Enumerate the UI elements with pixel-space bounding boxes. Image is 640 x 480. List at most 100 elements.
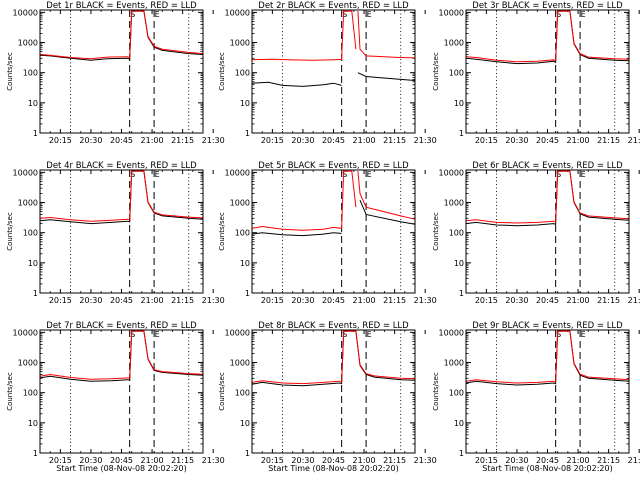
x-tick-label: 21:00 (353, 136, 376, 145)
x-tick-label: 20:30 (291, 456, 314, 465)
y-axis-label: Counts/sec (432, 52, 440, 91)
y-tick-label: 1 (459, 129, 464, 138)
chart-panel: Det 2r BLACK = Events, RED = LLD 1 10 100 10… (218, 1, 437, 145)
x-tick-label: 20:30 (79, 296, 102, 305)
plot-frame (39, 169, 204, 294)
x-tick-label: 21:00 (567, 296, 590, 305)
x-axis-label: Start Time (08-Nov-08 20:02:20) (56, 464, 186, 473)
x-tick-label: 20:45 (322, 456, 345, 465)
chart-panel: Det 8r BLACK = Events, RED = LLD 1 10 100 10… (218, 321, 437, 473)
y-tick-label: 10 (28, 419, 38, 428)
chart-title: Det 7r BLACK = Events, RED = LLD (46, 321, 197, 331)
y-axis-label: Counts/sec (432, 212, 440, 251)
plot-frame (465, 329, 630, 454)
x-tick-label: 20:30 (505, 136, 528, 145)
x-tick-label: 21:30 (628, 296, 640, 305)
x-tick-label: 21:15 (383, 456, 406, 465)
y-tick-label: 100 (449, 229, 464, 238)
series-line-events (39, 170, 204, 225)
y-axis-label: Counts/sec (218, 212, 226, 251)
y-tick-label: 10000 (225, 8, 250, 17)
chart-panel: Det 9r BLACK = Events, RED = LLD 1 10 100 10… (432, 321, 640, 473)
y-tick-label: 10 (454, 259, 464, 268)
x-tick-label: 20:30 (291, 296, 314, 305)
x-tick-label: 21:15 (383, 136, 406, 145)
start-marker: S (130, 170, 135, 179)
x-tick-label: 21:15 (171, 296, 194, 305)
x-tick-label: 20:30 (291, 136, 314, 145)
plot-frame (465, 169, 630, 294)
y-axis-label: Counts/sec (218, 52, 226, 91)
x-tick-label: 20:45 (110, 296, 133, 305)
y-tick-label: 10 (240, 259, 250, 268)
y-tick-label: 1 (245, 449, 250, 458)
series-line-lld (39, 170, 204, 222)
y-tick-label: 1000 (444, 39, 464, 48)
x-tick-label: 21:30 (202, 456, 225, 465)
x-tick-label: 20:15 (261, 296, 284, 305)
series-line-events (359, 200, 416, 225)
chart-title: Det 1r BLACK = Events, RED = LLD (46, 1, 197, 11)
end-marker: E (581, 10, 586, 19)
y-axis-label: Counts/sec (6, 212, 14, 251)
x-tick-label: 21:00 (353, 456, 376, 465)
series-line-events (39, 10, 204, 61)
start-marker: S (342, 10, 347, 19)
series-line-events (465, 10, 630, 65)
series-line-lld (251, 330, 416, 385)
series-line-lld (39, 10, 204, 60)
y-tick-label: 1000 (230, 359, 250, 368)
y-tick-label: 100 (23, 229, 38, 238)
chart-panel: Det 3r BLACK = Events, RED = LLD 1 10 100 10… (432, 1, 640, 145)
plot-frame (251, 169, 416, 294)
chart-panel: Det 5r BLACK = Events, RED = LLD 1 10 100 10… (218, 161, 437, 305)
y-tick-label: 10000 (439, 168, 464, 177)
y-tick-label: 10000 (439, 8, 464, 17)
x-tick-label: 21:15 (171, 456, 194, 465)
y-tick-label: 10 (454, 419, 464, 428)
y-tick-label: 100 (23, 389, 38, 398)
x-tick-label: 20:15 (49, 296, 72, 305)
plot-frame (39, 329, 204, 454)
x-tick-label: 20:45 (322, 136, 345, 145)
end-marker: E (581, 170, 586, 179)
x-tick-label: 21:00 (141, 296, 164, 305)
y-tick-label: 10000 (13, 328, 38, 337)
series-line-lld (465, 170, 630, 224)
series-line-lld (251, 170, 357, 231)
start-marker: S (556, 10, 561, 19)
chart-panel: Det 1r BLACK = Events, RED = LLD 1 10 100 10… (6, 1, 225, 145)
x-tick-label: 20:15 (475, 456, 498, 465)
y-tick-label: 100 (449, 389, 464, 398)
x-tick-label: 20:15 (49, 136, 72, 145)
series-line-events (251, 81, 342, 87)
y-tick-label: 10000 (13, 168, 38, 177)
plot-frame (465, 9, 630, 134)
x-tick-label: 20:30 (505, 456, 528, 465)
y-tick-label: 1 (33, 449, 38, 458)
x-axis-label: Start Time (08-Nov-08 20:02:20) (268, 464, 398, 473)
x-tick-label: 21:30 (202, 136, 225, 145)
y-axis-label: Counts/sec (432, 372, 440, 411)
x-tick-label: 20:45 (536, 296, 559, 305)
x-tick-label: 21:30 (628, 136, 640, 145)
x-tick-label: 21:15 (597, 296, 620, 305)
x-tick-label: 21:15 (597, 456, 620, 465)
start-marker: S (342, 330, 347, 339)
start-marker: S (556, 170, 561, 179)
x-tick-label: 21:00 (141, 456, 164, 465)
start-marker: S (556, 330, 561, 339)
x-tick-label: 20:30 (79, 136, 102, 145)
series-line-events (357, 72, 416, 81)
chart-title: Det 9r BLACK = Events, RED = LLD (472, 321, 623, 331)
plot-frame (251, 329, 416, 454)
end-marker: E (155, 330, 160, 339)
x-tick-label: 20:15 (475, 136, 498, 145)
start-marker: S (130, 330, 135, 339)
x-tick-label: 21:30 (628, 456, 640, 465)
y-tick-label: 1 (459, 449, 464, 458)
chart-title: Det 2r BLACK = Events, RED = LLD (258, 1, 409, 11)
y-tick-label: 10 (28, 99, 38, 108)
y-tick-label: 10 (454, 99, 464, 108)
